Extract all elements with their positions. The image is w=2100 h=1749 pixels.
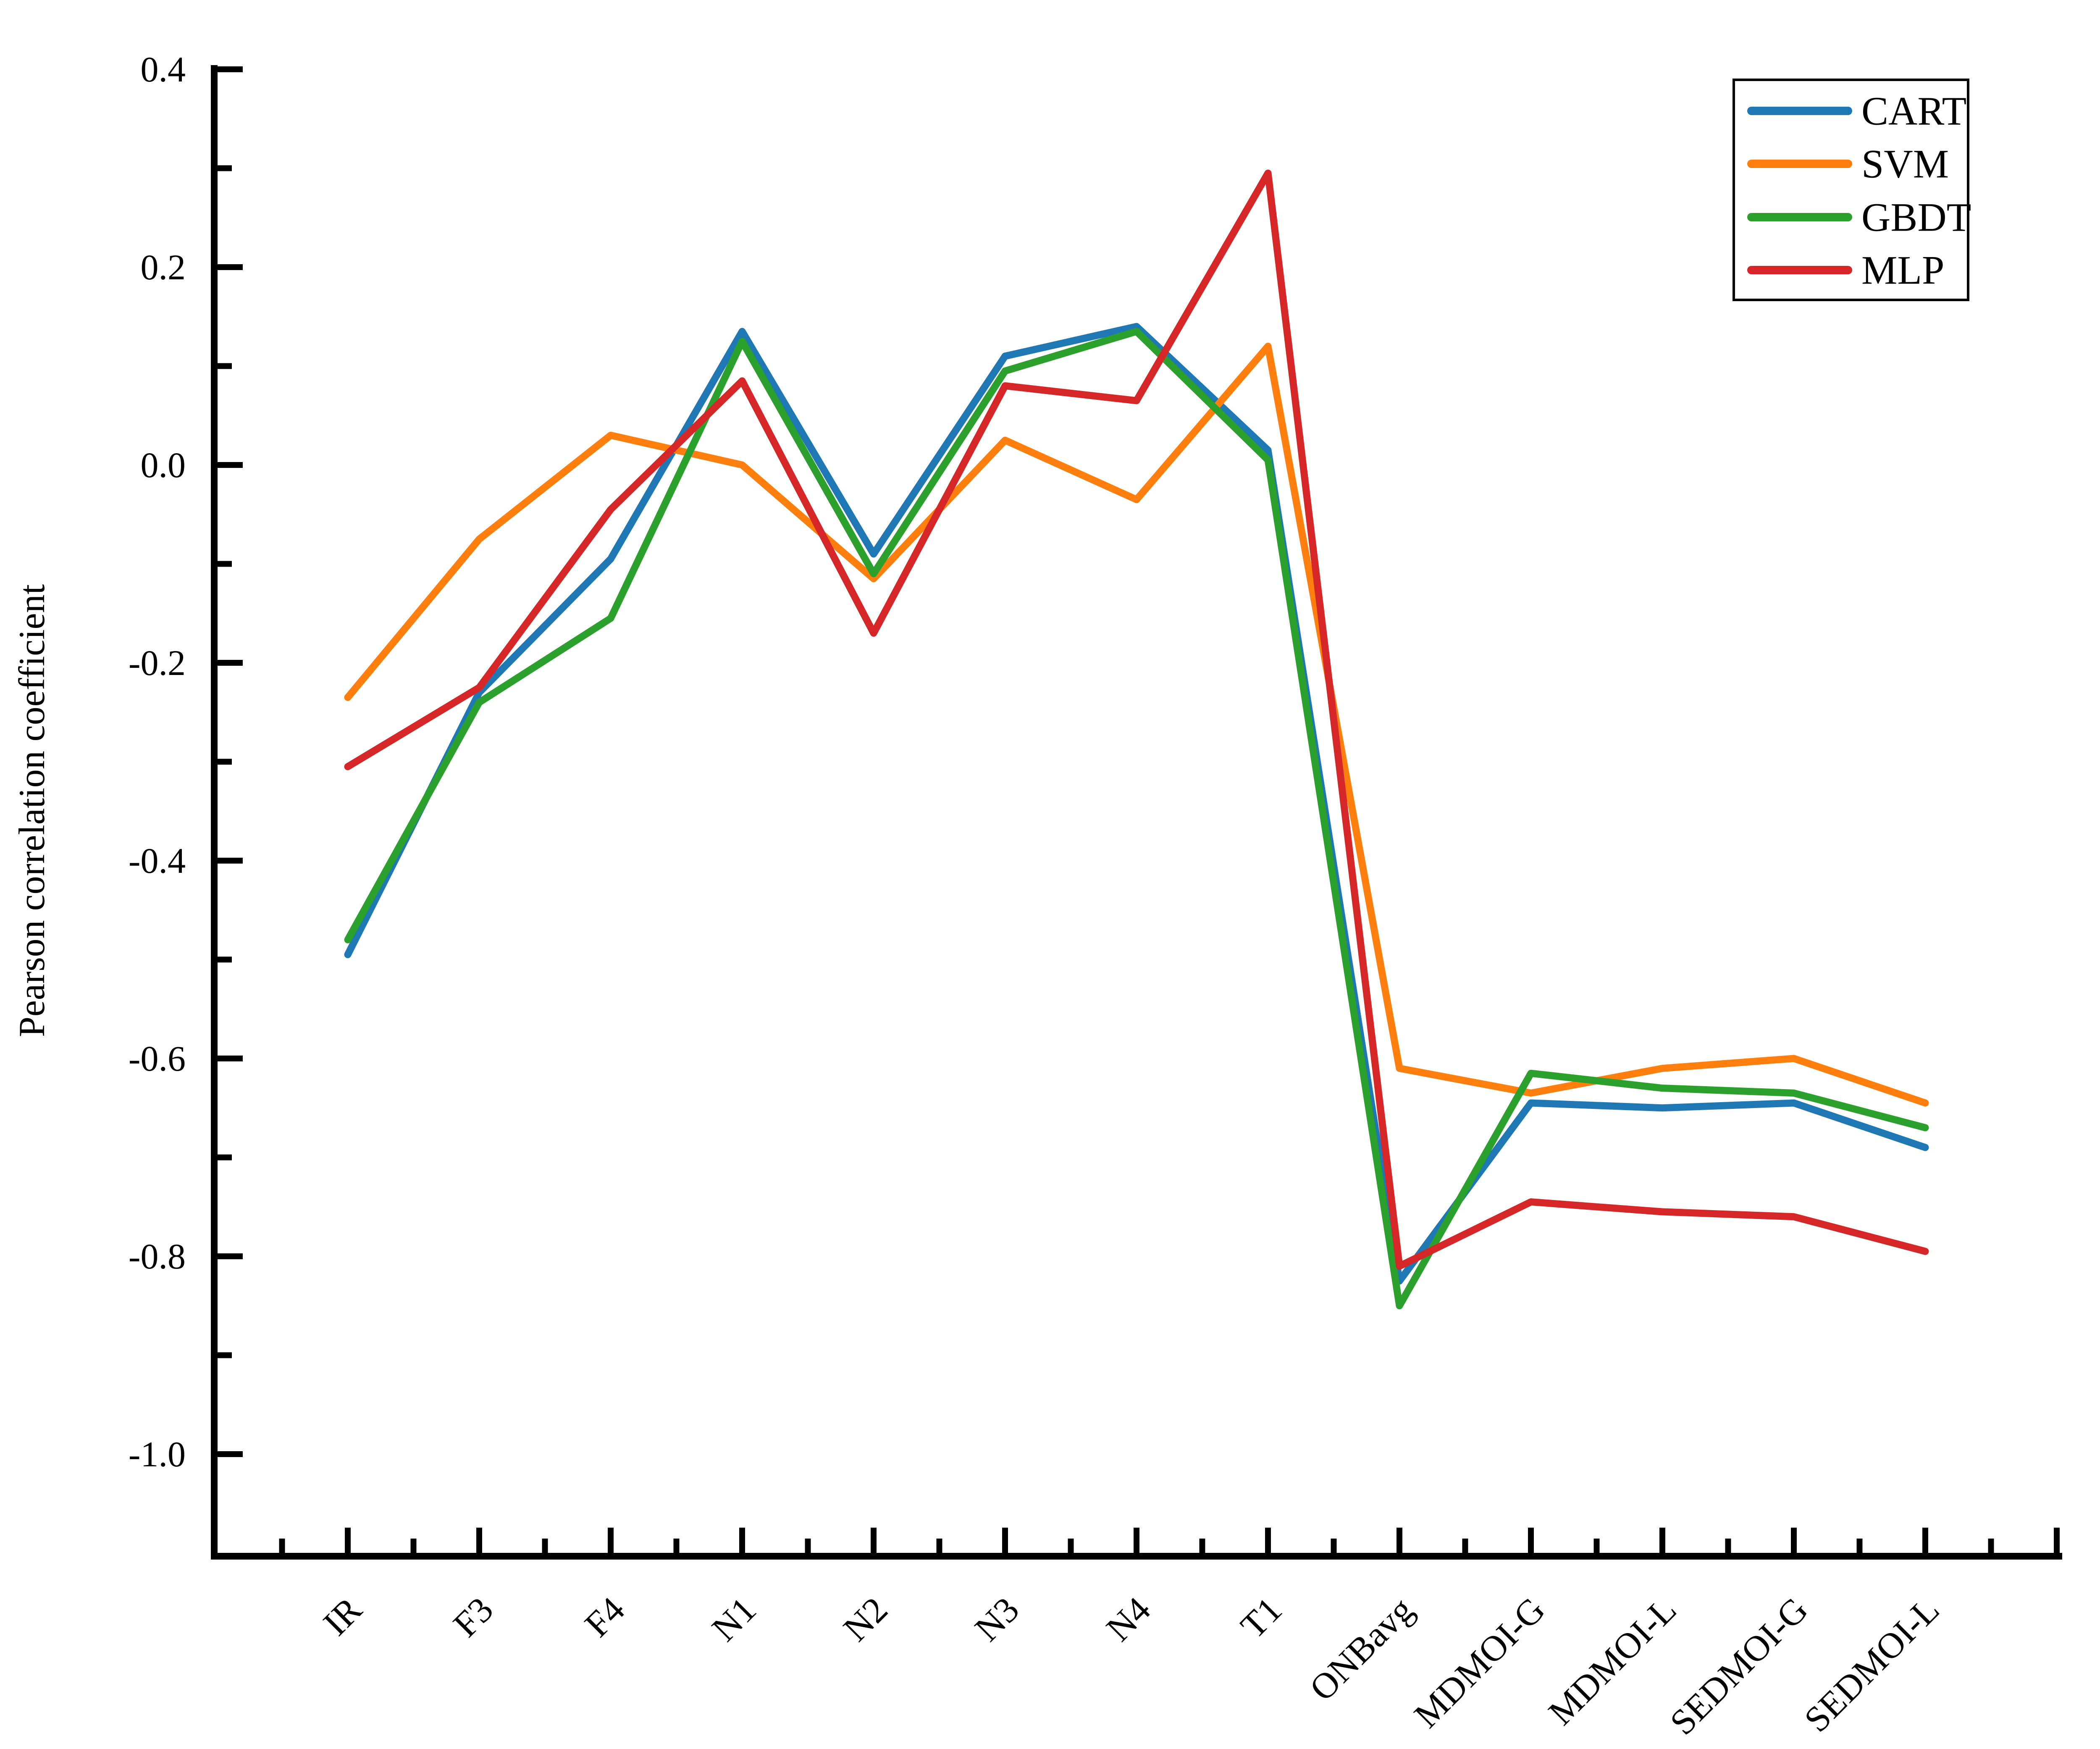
x-tick-label: ONBavg	[1302, 1589, 1421, 1709]
axes: 0.4 0.2 0.0 -0.2 -0.4 -0.6 -0.8 -1.0 IR F3 F4 N1 N2 N…	[129, 49, 2062, 1743]
data-series	[344, 169, 1929, 1310]
x-tick-label: IR	[315, 1589, 370, 1643]
x-tick-label: F3	[445, 1589, 501, 1645]
y-tick-label: -0.4	[129, 840, 186, 881]
x-tick-label: T1	[1233, 1589, 1289, 1646]
legend: CART SVM GBDT MLP	[1732, 79, 1971, 301]
legend-label-SVM: SVM	[1861, 142, 1949, 186]
x-tick-label: F4	[577, 1589, 632, 1645]
axis-labels: Pearson correlation coefficient	[12, 584, 52, 1037]
x-tick-label: N3	[967, 1589, 1026, 1649]
legend-label-GBDT: GBDT	[1861, 195, 1971, 240]
series-line-MLP	[344, 169, 1929, 1270]
x-tick-label: MDMOI-L	[1541, 1589, 1684, 1733]
y-tick-label: -0.2	[129, 643, 186, 683]
series-line-GBDT	[344, 328, 1929, 1310]
y-tick-label: 0.2	[141, 247, 186, 287]
x-tick-label: N1	[704, 1589, 764, 1649]
x-tick-label: SEDMOI-L	[1796, 1589, 1947, 1740]
y-tick-label: 0.4	[141, 49, 186, 89]
legend-label-CART: CART	[1861, 89, 1966, 134]
y-tick-label: -1.0	[129, 1434, 186, 1474]
legend-label-MLP: MLP	[1861, 248, 1944, 293]
x-tick-label: MDMOI-G	[1406, 1589, 1552, 1736]
y-tick-label: -0.6	[129, 1038, 186, 1079]
x-tick-label: N2	[835, 1589, 895, 1649]
y-tick-label: 0.0	[141, 445, 186, 485]
x-tick-label: SEDMOI-G	[1662, 1589, 1815, 1743]
y-tick-label: -0.8	[129, 1236, 186, 1276]
series-line-CART	[344, 323, 1929, 1285]
y-axis-title: Pearson correlation coefficient	[12, 584, 52, 1037]
legend-box	[1732, 79, 1969, 301]
series-line-SVM	[344, 342, 1929, 1107]
x-tick-label: N4	[1098, 1589, 1158, 1649]
